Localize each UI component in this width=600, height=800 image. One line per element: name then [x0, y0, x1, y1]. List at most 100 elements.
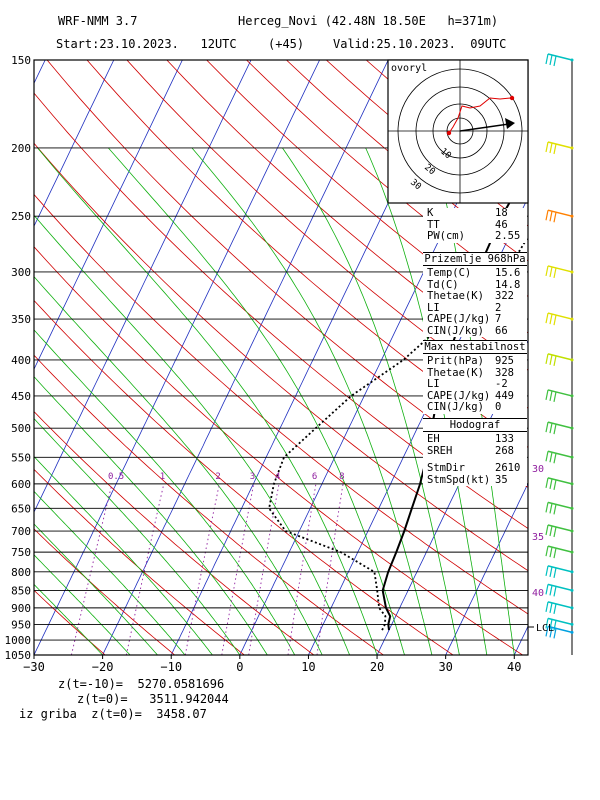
- pressure-tick-label: 700: [11, 525, 31, 538]
- mixing-ratio-label: 4: [275, 472, 280, 482]
- hodograph-panel: Hodograf EH 133 SREH 268 StmDir 2610 StmSpd…: [423, 418, 527, 486]
- mixing-ratio-label: 6: [312, 472, 317, 482]
- plot-frame: [33, 59, 529, 656]
- storm-motion-arrowhead: [505, 118, 515, 129]
- wind-barb: [545, 583, 574, 597]
- mixing-ratio-line: [184, 483, 220, 655]
- footer-line-1: z(t=-10)= 5270.0581696: [58, 677, 225, 691]
- pressure-tick-label: 1050: [5, 649, 32, 662]
- wind-barb: [545, 450, 574, 464]
- hodograph: ovoryl 10 20 30: [387, 59, 529, 204]
- wind-barb: [545, 53, 574, 67]
- temperature-tick-label: −20: [92, 660, 114, 674]
- temperature-tick-labels: −30 −20 −10 0 10 20 30 40: [23, 655, 522, 674]
- surface-panel-title: Prizemlje 968hPa: [423, 253, 527, 266]
- moist-adiabat: [191, 147, 433, 655]
- storm-motion-vector: [459, 123, 510, 132]
- mixing-ratio-labels: 0.5 1 2 3 4 6 8: [108, 472, 345, 482]
- theta-w-label: 40: [532, 588, 544, 599]
- dry-adiabat: [34, 354, 384, 655]
- index-row: K 18: [427, 207, 508, 219]
- pressure-tick-label: 1000: [5, 634, 32, 647]
- temperature-tick-label: 30: [438, 660, 452, 674]
- hodograph-end-point: [509, 95, 515, 101]
- mixing-ratio-label: 1: [160, 472, 165, 482]
- surface-row: Td(C) 14.8: [427, 278, 521, 291]
- pressure-tick-label: 300: [11, 266, 31, 279]
- moist-adiabat: [365, 147, 488, 655]
- instability-panel: Max nestabilnost Prit(hPa) 925 Thetae(K) 3…: [423, 340, 527, 414]
- moist-adiabat: [34, 554, 131, 655]
- wind-barb: [545, 353, 574, 367]
- temperature-tick-label: 10: [301, 660, 315, 674]
- isotherm: [583, 60, 600, 655]
- mixing-ratio-label: 0.5: [108, 472, 124, 482]
- header-model: WRF-NMM 3.7: [58, 14, 138, 28]
- moist-adiabat: [34, 276, 323, 655]
- dry-adiabat: [34, 410, 315, 655]
- wind-barb: [545, 477, 574, 491]
- moist-adiabat: [34, 455, 213, 655]
- pressure-tick-label: 750: [11, 546, 31, 559]
- pressure-tick-label: 600: [11, 478, 31, 491]
- mixing-ratio-line: [125, 483, 165, 655]
- wind-barb: [545, 389, 574, 403]
- wind-barb: [545, 601, 574, 614]
- mixing-ratio-line: [248, 483, 280, 655]
- mixing-ratio-line: [70, 483, 113, 655]
- wind-barb: [545, 565, 574, 578]
- pressure-tick-label: 900: [11, 602, 31, 615]
- temperature-tick-label: 20: [370, 660, 384, 674]
- temperature-tick-label: −10: [160, 660, 182, 674]
- mixing-ratio-label: 3: [250, 472, 255, 482]
- temperature-tick-label: 40: [507, 660, 521, 674]
- pressure-tick-label: 400: [11, 354, 31, 367]
- mixing-ratio-line: [221, 483, 255, 655]
- footer-line-3: iz griba z(t=0)= 3458.07: [19, 707, 207, 721]
- pressure-tick-label: 650: [11, 502, 31, 515]
- surface-row: Thetae(K) 322: [427, 290, 514, 302]
- pressure-tick-label: 850: [11, 584, 31, 597]
- instability-row: LI -2: [427, 378, 508, 390]
- moist-adiabat: [34, 523, 158, 655]
- dry-adiabat: [34, 299, 454, 655]
- footer-line-2: z(t=0)= 3511.942044: [77, 692, 229, 706]
- hodograph-row: StmSpd(kt) 35: [427, 473, 508, 486]
- mixing-ratio-label: 2: [215, 472, 220, 482]
- instability-row: Prit(hPa) 925: [427, 355, 514, 367]
- wind-barb: [545, 209, 574, 223]
- moist-adiabat: [108, 147, 405, 655]
- dry-adiabat: [166, 60, 528, 371]
- surface-row: CAPE(J/kg) 7: [427, 313, 502, 325]
- pressure-tick-label: 200: [11, 142, 31, 155]
- header-offset: (+45): [268, 37, 305, 51]
- temperature-tick-label: 0: [236, 660, 243, 674]
- theta-w-label: 30: [532, 464, 544, 475]
- surface-row: CIN(J/kg) 66: [427, 324, 508, 337]
- wind-barb: [545, 625, 574, 639]
- moist-adiabat: [34, 490, 186, 655]
- instability-row: Thetae(K) 328: [427, 366, 514, 379]
- theta-w-label: 35: [532, 532, 544, 543]
- lcl-label: LCL: [536, 623, 554, 634]
- moist-adiabat: [34, 329, 296, 655]
- surface-row: Temp(C) 15.6: [427, 267, 521, 279]
- pressure-tick-label: 950: [11, 618, 31, 631]
- mixing-ratio-label: 8: [339, 472, 344, 482]
- hodograph-start-point: [446, 130, 452, 136]
- header-start: Start:23.10.2023. 12UTC: [56, 37, 237, 51]
- pressure-tick-label: 450: [11, 390, 31, 403]
- wind-barb: [545, 617, 574, 631]
- header-station: Herceg_Novi (42.48N 18.50E h=371m): [238, 14, 499, 28]
- wind-barbs: [545, 53, 574, 655]
- pressure-tick-label: 800: [11, 566, 31, 579]
- mixing-ratio-line: [316, 483, 344, 655]
- wind-barb: [545, 141, 574, 155]
- surface-row: LI 2: [427, 301, 502, 314]
- moist-adiabat: [282, 147, 460, 655]
- wind-barb: [545, 421, 574, 435]
- wind-barb: [545, 312, 574, 326]
- hodograph-row: SREH 268: [427, 444, 514, 457]
- pressure-tick-label: 150: [11, 54, 31, 67]
- hodograph-row: StmDir 2610: [427, 462, 521, 474]
